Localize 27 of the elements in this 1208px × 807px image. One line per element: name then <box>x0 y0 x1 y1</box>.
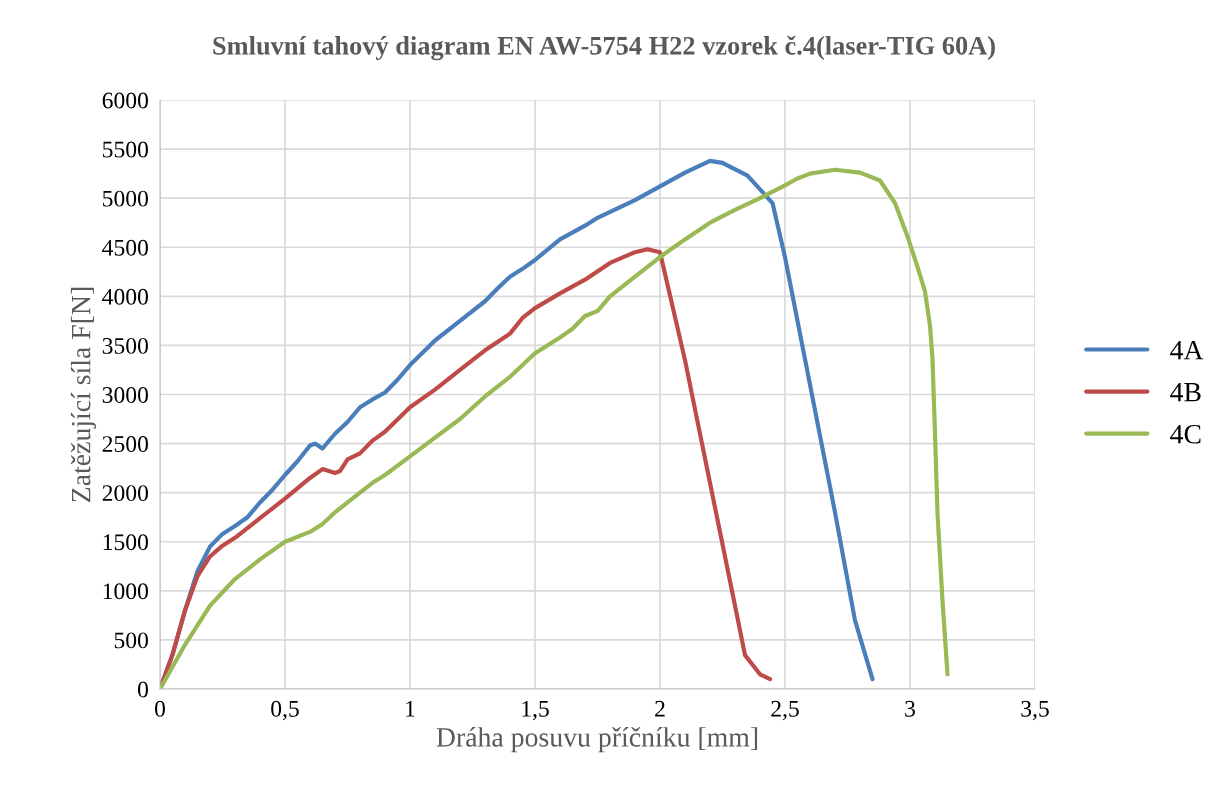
y-tick-label: 3500 <box>102 337 148 354</box>
legend-label: 4A <box>1170 340 1204 360</box>
y-tick-label: 2000 <box>102 485 148 502</box>
legend-label: 4B <box>1170 382 1201 402</box>
x-tick-label: 1 <box>406 700 415 717</box>
y-axis-title: Zatěžující síla F[N] <box>70 287 97 502</box>
y-tick-label: 6000 <box>102 92 148 109</box>
x-axis-title: Dráha posuvu příčníku [mm] <box>436 727 758 753</box>
y-tick-label: 5000 <box>103 190 148 207</box>
x-tick-label: 3,5 <box>1021 700 1049 721</box>
x-tick-label: 3 <box>905 700 915 717</box>
legend-label: 4C <box>1170 424 1201 444</box>
y-tick-label: 5500 <box>103 141 148 158</box>
y-tick-label: 1500 <box>103 534 148 551</box>
x-tick-label: 1,5 <box>522 700 549 721</box>
y-tick-label: 1000 <box>103 583 148 600</box>
y-tick-label: 0 <box>137 681 148 698</box>
x-tick-label: 2,5 <box>771 700 799 721</box>
y-tick-label: 4500 <box>102 239 148 256</box>
x-tick-label: 2 <box>655 700 665 717</box>
y-tick-label: 2500 <box>102 436 148 453</box>
x-tick-label: 0,5 <box>271 700 299 721</box>
y-tick-label: 3000 <box>102 386 148 403</box>
y-tick-label: 4000 <box>102 288 148 305</box>
x-tick-label: 0 <box>155 700 165 717</box>
chart-title: Smluvní tahový diagram EN AW-5754 H22 vzorek č.4(laser-TIG 60A) <box>213 35 995 61</box>
y-tick-label: 500 <box>114 632 148 649</box>
